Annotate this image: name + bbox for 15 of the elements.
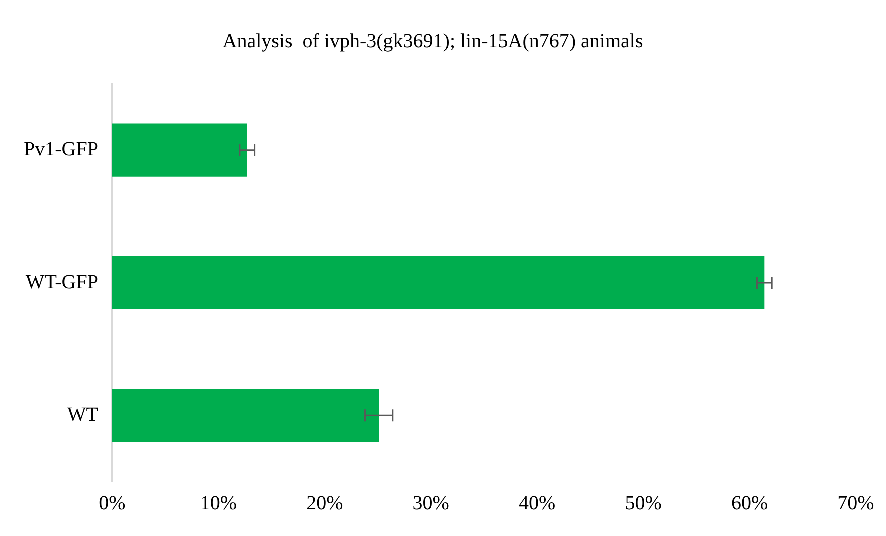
x-tick-label: 30% bbox=[412, 492, 450, 514]
bar bbox=[112, 256, 765, 310]
bar bbox=[112, 389, 380, 442]
chart-title: Analysis of ivph-3(gk3691); lin-15A(n767) animals bbox=[222, 30, 644, 52]
x-tick-label: 10% bbox=[200, 492, 238, 514]
x-tick-label: 0% bbox=[99, 492, 126, 514]
x-tick-label: 70% bbox=[838, 492, 874, 514]
bar bbox=[112, 124, 248, 177]
x-tick-label: 60% bbox=[731, 492, 768, 514]
x-tick-label: 20% bbox=[306, 492, 344, 514]
x-tick-label: 50% bbox=[625, 492, 662, 514]
y-tick-label: WT-GFP bbox=[26, 271, 98, 294]
x-tick-label: 40% bbox=[519, 492, 556, 514]
y-tick-label: Pv1-GFP bbox=[24, 138, 98, 161]
y-tick-label: WT bbox=[67, 404, 98, 426]
